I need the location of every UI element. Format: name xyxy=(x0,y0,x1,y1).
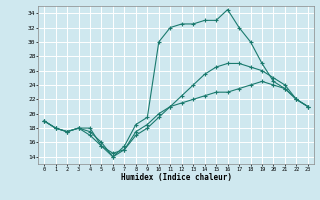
X-axis label: Humidex (Indice chaleur): Humidex (Indice chaleur) xyxy=(121,173,231,182)
